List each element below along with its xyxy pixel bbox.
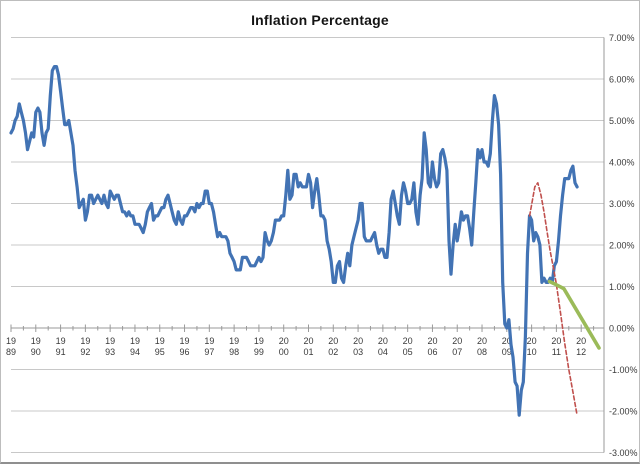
- x-axis-label-century: 20: [502, 336, 512, 346]
- y-axis-label: 1.00%: [609, 282, 635, 292]
- x-axis-label-year: 94: [130, 347, 140, 357]
- x-axis-label-year: 09: [502, 347, 512, 357]
- y-axis-label: -1.00%: [609, 365, 638, 375]
- x-axis-label-year: 93: [105, 347, 115, 357]
- y-axis-label: 3.00%: [609, 199, 635, 209]
- y-axis-label: -2.00%: [609, 407, 638, 417]
- x-axis-label-century: 19: [204, 336, 214, 346]
- x-axis-label-century: 20: [427, 336, 437, 346]
- x-axis-label-century: 20: [303, 336, 313, 346]
- y-axis-label: 2.00%: [609, 241, 635, 251]
- y-axis-label: 0.00%: [609, 324, 635, 334]
- x-axis-label-year: 97: [204, 347, 214, 357]
- x-axis-label-century: 19: [6, 336, 16, 346]
- x-axis-label-year: 05: [403, 347, 413, 357]
- y-axis-label: 7.00%: [609, 33, 635, 43]
- x-axis-label-century: 19: [56, 336, 66, 346]
- x-axis-label-year: 02: [328, 347, 338, 357]
- x-axis-label-year: 01: [303, 347, 313, 357]
- y-axis-label: 6.00%: [609, 75, 635, 85]
- y-axis-label: 5.00%: [609, 116, 635, 126]
- x-axis-label-century: 19: [80, 336, 90, 346]
- x-axis-label-century: 19: [155, 336, 165, 346]
- y-axis-label: -3.00%: [609, 448, 638, 458]
- x-axis-label-year: 11: [552, 347, 561, 357]
- x-axis-label-year: 12: [576, 347, 586, 357]
- chart-title: Inflation Percentage: [251, 12, 389, 28]
- x-axis-label-century: 19: [254, 336, 264, 346]
- x-axis-label-year: 03: [353, 347, 363, 357]
- x-axis-label-century: 20: [353, 336, 363, 346]
- x-axis-label-century: 20: [477, 336, 487, 346]
- x-axis-label-year: 98: [229, 347, 239, 357]
- x-axis-label-century: 20: [551, 336, 561, 346]
- x-axis-label-century: 19: [105, 336, 115, 346]
- series-green-line: [547, 279, 601, 350]
- x-axis-label-century: 19: [130, 336, 140, 346]
- x-axis-label-century: 19: [180, 336, 190, 346]
- series-blue-line: [9, 64, 579, 417]
- x-axis-label-year: 90: [31, 347, 41, 357]
- x-axis-label-century: 20: [378, 336, 388, 346]
- x-axis-label-year: 08: [477, 347, 487, 357]
- x-axis-label-year: 07: [452, 347, 462, 357]
- x-axis-label-year: 92: [80, 347, 90, 357]
- x-axis-label-century: 20: [527, 336, 537, 346]
- x-axis-label-century: 19: [229, 336, 239, 346]
- x-axis-label-year: 10: [527, 347, 537, 357]
- x-axis-label-year: 06: [427, 347, 437, 357]
- x-axis-label-year: 99: [254, 347, 264, 357]
- x-axis-label-century: 20: [576, 336, 586, 346]
- x-axis-label-century: 20: [403, 336, 413, 346]
- x-axis-label-year: 89: [6, 347, 16, 357]
- x-axis-label-year: 91: [56, 347, 66, 357]
- x-axis-label-century: 20: [279, 336, 289, 346]
- x-axis-label-century: 19: [31, 336, 41, 346]
- series-red-dashed-line: [528, 182, 578, 414]
- x-axis-label-year: 96: [180, 347, 190, 357]
- x-axis-label-century: 20: [328, 336, 338, 346]
- x-axis-label-year: 04: [378, 347, 388, 357]
- x-axis-label-century: 20: [452, 336, 462, 346]
- x-axis-label-year: 00: [279, 347, 289, 357]
- x-axis-label-year: 95: [155, 347, 165, 357]
- y-axis-label: 4.00%: [609, 158, 635, 168]
